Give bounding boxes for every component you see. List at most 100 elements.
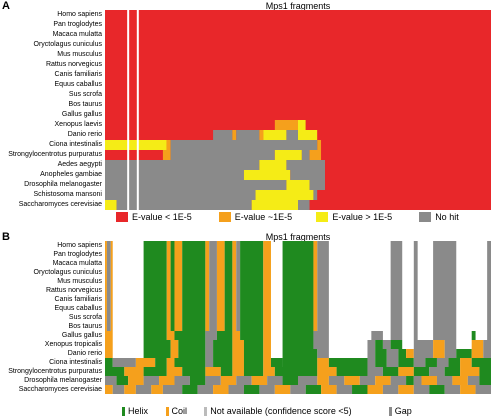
panel-b-species-label: Strongylocentrotus purpuratus bbox=[8, 367, 102, 375]
heatmap-cell bbox=[236, 130, 260, 140]
heatmap-cell bbox=[413, 340, 434, 349]
heatmap-cell bbox=[216, 268, 225, 277]
heatmap-cell bbox=[243, 367, 264, 376]
heatmap-cell bbox=[166, 241, 171, 250]
heatmap-cell bbox=[216, 241, 225, 250]
panel-a-legend-label: E-value ~1E-5 bbox=[234, 212, 293, 222]
panel-a-species-label: Rattus norvegicus bbox=[45, 61, 102, 68]
heatmap-cell bbox=[317, 313, 329, 322]
panel-a-species-label: Drosophila melanogaster bbox=[24, 181, 102, 188]
heatmap-cell bbox=[282, 286, 314, 295]
heatmap-cell bbox=[205, 340, 214, 349]
heatmap-cell bbox=[105, 367, 125, 376]
heatmap-cell bbox=[317, 250, 329, 259]
heatmap-cell bbox=[205, 286, 210, 295]
heatmap-cell bbox=[174, 304, 183, 313]
heatmap-cell bbox=[382, 385, 399, 394]
heatmap-cell bbox=[413, 322, 418, 331]
heatmap-cell bbox=[110, 241, 113, 250]
heatmap-cell bbox=[216, 250, 225, 259]
heatmap-cell bbox=[390, 295, 403, 304]
heatmap-cell bbox=[159, 376, 175, 385]
panel-b-species-label: Rattus norvegicus bbox=[45, 286, 102, 294]
heatmap-cell bbox=[313, 190, 318, 200]
heatmap-cell bbox=[197, 385, 214, 394]
panel-a-species-label: Homo sapiens bbox=[57, 11, 102, 18]
heatmap-cell bbox=[263, 367, 275, 376]
heatmap-cell bbox=[274, 120, 298, 130]
heatmap-cell bbox=[166, 140, 171, 150]
heatmap-cell bbox=[309, 180, 326, 190]
heatmap-cell bbox=[263, 304, 271, 313]
heatmap-cell bbox=[105, 241, 107, 250]
heatmap-cell bbox=[398, 367, 414, 376]
heatmap-cell bbox=[170, 250, 175, 259]
panel-b-species-label: Gallus gallus bbox=[61, 331, 102, 339]
panel-b-species-label: Homo sapiens bbox=[57, 241, 102, 249]
heatmap-cell bbox=[413, 304, 418, 313]
heatmap-cell bbox=[110, 295, 113, 304]
heatmap-cell bbox=[243, 349, 264, 358]
heatmap-cell bbox=[471, 349, 484, 358]
panel-a-legend-label: No hit bbox=[435, 212, 459, 222]
heatmap-cell bbox=[216, 286, 225, 295]
heatmap-cell bbox=[182, 367, 206, 376]
heatmap-cell bbox=[460, 385, 476, 394]
panel-a-legend-swatch bbox=[419, 212, 432, 222]
heatmap-cell bbox=[224, 268, 233, 277]
heatmap-cell bbox=[232, 313, 237, 322]
heatmap-cell bbox=[209, 313, 217, 322]
heatmap-cell bbox=[182, 322, 206, 331]
heatmap-cell bbox=[174, 286, 183, 295]
heatmap-cell bbox=[205, 277, 210, 286]
panel-b-letter: B bbox=[2, 231, 10, 243]
heatmap-cell bbox=[143, 241, 167, 250]
heatmap-cell bbox=[263, 349, 271, 358]
heatmap-cell bbox=[313, 331, 329, 340]
heatmap-cell bbox=[232, 349, 244, 358]
heatmap-cell bbox=[406, 349, 414, 358]
heatmap-cell bbox=[263, 322, 271, 331]
heatmap-cell bbox=[143, 313, 167, 322]
heatmap-cell bbox=[236, 304, 241, 313]
heatmap-cell bbox=[444, 340, 457, 349]
heatmap-cell bbox=[313, 259, 318, 268]
heatmap-cell bbox=[243, 340, 264, 349]
panel-a-legend-item: E-value < 1E-5 bbox=[116, 212, 192, 222]
heatmap-cell bbox=[298, 120, 306, 130]
heatmap-cell bbox=[274, 150, 302, 160]
heatmap-cell bbox=[232, 130, 237, 140]
heatmap-cell bbox=[105, 286, 107, 295]
heatmap-cell bbox=[236, 268, 241, 277]
heatmap-cell bbox=[105, 150, 163, 160]
heatmap-cell bbox=[106, 250, 111, 259]
heatmap-cell bbox=[166, 322, 171, 331]
heatmap-cell bbox=[205, 304, 210, 313]
panel-a-species-label: Pan troglodytes bbox=[53, 21, 102, 28]
heatmap-cell bbox=[205, 241, 210, 250]
panel-a-legend-swatch bbox=[316, 212, 329, 222]
panel-a-species-label: Sus scrofa bbox=[68, 91, 102, 98]
heatmap-cell bbox=[444, 349, 457, 358]
panel-a-species-label: Gallus gallus bbox=[61, 111, 102, 118]
panel-a-species-label: Macaca mulatta bbox=[52, 31, 102, 38]
heatmap-cell bbox=[209, 277, 217, 286]
heatmap-cell bbox=[105, 70, 491, 80]
heatmap-cell bbox=[390, 241, 403, 250]
heatmap-cell bbox=[105, 376, 117, 385]
heatmap-cell bbox=[105, 385, 113, 394]
heatmap-cell bbox=[286, 130, 298, 140]
panel-a-species-label: Strongylocentrotus purpuratus bbox=[8, 151, 102, 158]
heatmap-cell bbox=[105, 322, 107, 331]
heatmap-cell bbox=[487, 277, 491, 286]
panel-a-species-label: Canis familiaris bbox=[54, 71, 102, 78]
heatmap-cell bbox=[182, 268, 206, 277]
heatmap-cell bbox=[110, 313, 113, 322]
panel-a-species-label: Ciona intestinalis bbox=[49, 141, 102, 148]
panel-a-legend-item: E-value ~1E-5 bbox=[218, 212, 293, 222]
heatmap-cell bbox=[436, 376, 453, 385]
heatmap-cell bbox=[105, 120, 275, 130]
panel-b-species-label: Drosophila melanogaster bbox=[24, 376, 102, 384]
heatmap-cell bbox=[224, 277, 233, 286]
heatmap-cell bbox=[232, 358, 244, 367]
